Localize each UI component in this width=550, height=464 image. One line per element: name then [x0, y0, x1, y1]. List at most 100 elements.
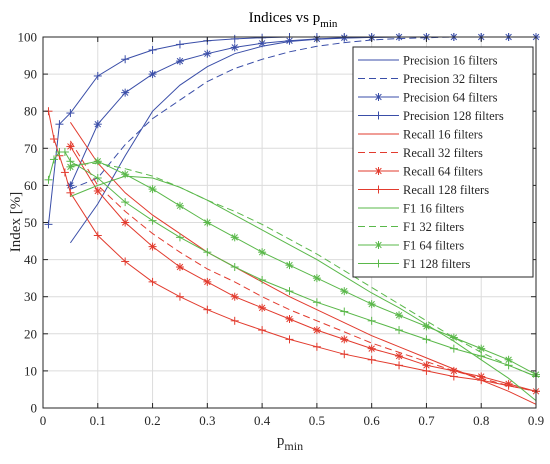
data-point: [121, 218, 130, 227]
data-point: [49, 155, 58, 164]
data-point: [340, 350, 349, 359]
x-tick-label: 0.7: [418, 413, 435, 428]
data-point-stroke: [121, 219, 129, 226]
legend: Precision 16 filters Precision 32 filters…: [352, 46, 534, 278]
legend-label: Recall 16 filters: [403, 128, 483, 142]
legend-marker: [374, 93, 383, 101]
data-point: [504, 361, 513, 370]
data-point: [175, 263, 184, 272]
data-point: [422, 366, 431, 375]
data-point: [93, 157, 102, 166]
data-point-stroke: [149, 243, 156, 250]
data-point-stroke: [204, 50, 211, 57]
data-point: [230, 43, 239, 52]
data-point-stroke: [67, 143, 74, 150]
y-tick-label: 40: [24, 252, 37, 267]
series-line-recall-128-filters: [48, 111, 537, 392]
legend-item: Precision 128 filters: [358, 109, 504, 123]
data-point: [148, 216, 157, 225]
legend-item: Precision 32 filters: [358, 72, 498, 86]
data-point: [93, 186, 102, 195]
legend-marker-stroke: [375, 93, 382, 101]
data-point: [66, 109, 75, 118]
legend-marker: [374, 259, 383, 268]
y-tick-label: 90: [24, 67, 37, 82]
data-point: [340, 307, 349, 316]
data-point-stroke: [258, 40, 266, 47]
x-tick-label: 0: [40, 413, 47, 428]
legend-label: Recall 128 filters: [403, 183, 489, 197]
y-tick-label: 0: [31, 401, 38, 416]
series-line-f1-128-filters: [48, 151, 537, 377]
x-axis-title-subscript: min: [284, 439, 303, 453]
series-line-f1-64-filters: [70, 160, 537, 376]
data-point: [340, 335, 349, 344]
data-point: [175, 292, 184, 301]
legend-label: F1 32 filters: [403, 220, 464, 234]
data-point-stroke: [286, 261, 293, 269]
data-point: [175, 233, 184, 242]
data-point: [49, 135, 58, 144]
data-point: [148, 277, 157, 286]
data-point-stroke: [204, 278, 211, 286]
data-point: [60, 168, 69, 177]
data-point-stroke: [450, 367, 458, 375]
data-point-stroke: [395, 312, 403, 319]
data-point: [55, 120, 64, 129]
x-tick-label: 0.8: [473, 413, 489, 428]
series-recall-128-filters: [44, 107, 540, 396]
x-tick-label: 0.2: [144, 413, 160, 428]
legend-item: F1 32 filters: [358, 220, 464, 234]
legend-item: Recall 16 filters: [358, 128, 483, 142]
data-point-stroke: [149, 70, 156, 78]
legend-marker-stroke: [375, 241, 382, 249]
data-point: [66, 142, 75, 151]
data-point: [93, 173, 102, 182]
data-point-stroke: [477, 345, 485, 352]
data-point: [285, 314, 294, 323]
legend-label: F1 64 filters: [403, 239, 464, 253]
data-point: [66, 188, 75, 197]
data-point: [230, 34, 239, 43]
data-point-stroke: [423, 362, 430, 369]
y-tick-label: 70: [24, 141, 37, 156]
data-point: [258, 326, 267, 335]
data-point-stroke: [231, 234, 238, 241]
data-point-stroke: [286, 315, 293, 323]
data-point: [312, 274, 321, 283]
y-tick-label: 20: [24, 326, 37, 341]
data-point: [395, 311, 404, 320]
data-point: [422, 335, 431, 344]
legend-label: Recall 32 filters: [403, 146, 483, 160]
data-point: [258, 248, 267, 257]
y-tick-label: 60: [24, 178, 37, 193]
data-point: [175, 40, 184, 49]
series-line-f1-16-filters: [70, 175, 537, 401]
data-point-stroke: [204, 219, 211, 226]
x-tick-label: 0.4: [254, 413, 271, 428]
data-point: [285, 287, 294, 296]
data-point-stroke: [368, 345, 375, 352]
legend-label: F1 16 filters: [403, 202, 464, 216]
data-point-stroke: [149, 185, 156, 193]
legend-label: Recall 64 filters: [403, 165, 483, 179]
series-recall-16-filters: [69, 122, 537, 405]
legend-label: Precision 32 filters: [403, 72, 498, 86]
data-point: [258, 303, 267, 312]
data-point: [93, 231, 102, 240]
data-point-stroke: [176, 263, 184, 271]
data-point-stroke: [176, 57, 184, 65]
x-axis-title: pmin: [277, 433, 303, 453]
x-tick-label: 0.5: [309, 413, 325, 428]
data-point: [340, 287, 349, 296]
data-point: [203, 218, 212, 227]
data-point: [230, 233, 239, 242]
data-point: [449, 372, 458, 381]
data-point: [395, 326, 404, 335]
data-point: [312, 326, 321, 335]
data-point: [148, 242, 157, 251]
data-point-stroke: [231, 293, 238, 300]
data-point: [312, 342, 321, 351]
data-point: [121, 257, 130, 266]
